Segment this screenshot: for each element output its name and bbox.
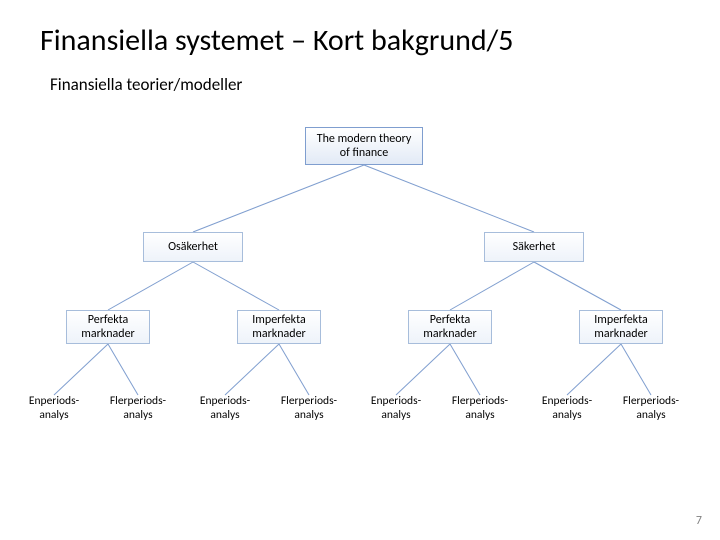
tree-node-pm1: Perfekta marknader (66, 310, 150, 344)
tree-leaf-2: Enperiods-analys (189, 395, 261, 423)
tree-leaf-3: Flerperiods-analys (273, 395, 345, 423)
tree-leaf-1: Flerperiods-analys (102, 395, 174, 423)
tree-node-sakerhet: Säkerhet (484, 232, 584, 262)
page-number: 7 (696, 514, 702, 528)
tree-leaf-4: Enperiods-analys (360, 395, 432, 423)
tree-node-pm2: Perfekta marknader (408, 310, 492, 344)
tree-node-im2: Imperfekta marknader (579, 310, 663, 344)
tree-node-osakerhet: Osäkerhet (143, 232, 243, 262)
tree-node-im1: Imperfekta marknader (237, 310, 321, 344)
tree-root: The modern theory of finance (305, 127, 423, 165)
tree-connectors (0, 0, 720, 540)
tree-leaf-0: Enperiods-analys (18, 395, 90, 423)
slide: Finansiella systemet – Kort bakgrund/5 F… (0, 0, 720, 540)
tree-leaf-7: Flerperiods-analys (615, 395, 687, 423)
tree-leaf-6: Enperiods-analys (531, 395, 603, 423)
tree-leaf-5: Flerperiods-analys (444, 395, 516, 423)
